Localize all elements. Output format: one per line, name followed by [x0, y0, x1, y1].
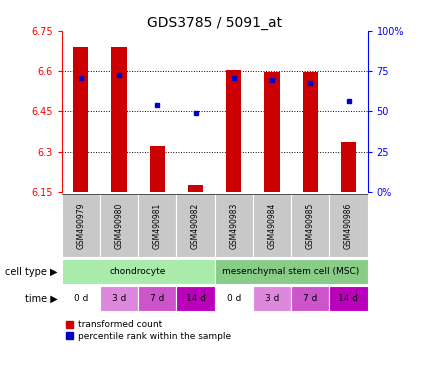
- Bar: [62, 194, 100, 257]
- Text: 7 d: 7 d: [303, 294, 317, 303]
- Text: 14 d: 14 d: [185, 294, 206, 303]
- Bar: [329, 286, 368, 311]
- Bar: [73, 47, 88, 192]
- Bar: [176, 194, 215, 257]
- Text: mesenchymal stem cell (MSC): mesenchymal stem cell (MSC): [223, 267, 360, 276]
- Title: GDS3785 / 5091_at: GDS3785 / 5091_at: [147, 16, 282, 30]
- Bar: [253, 194, 291, 257]
- Text: 3 d: 3 d: [112, 294, 126, 303]
- Text: 0 d: 0 d: [74, 294, 88, 303]
- Text: time ▶: time ▶: [25, 293, 57, 304]
- Bar: [62, 259, 215, 284]
- Bar: [138, 194, 176, 257]
- Bar: [341, 142, 356, 192]
- Text: 7 d: 7 d: [150, 294, 164, 303]
- Text: GSM490986: GSM490986: [344, 202, 353, 249]
- Text: GSM490984: GSM490984: [267, 202, 277, 249]
- Bar: [138, 286, 176, 311]
- Bar: [264, 73, 280, 192]
- Text: 14 d: 14 d: [338, 294, 359, 303]
- Text: 0 d: 0 d: [227, 294, 241, 303]
- Bar: [176, 286, 215, 311]
- Text: GSM490983: GSM490983: [229, 202, 238, 249]
- Text: chondrocyte: chondrocyte: [110, 267, 166, 276]
- Bar: [100, 286, 138, 311]
- Text: GSM490979: GSM490979: [76, 202, 85, 249]
- Bar: [253, 286, 291, 311]
- Bar: [100, 194, 138, 257]
- Bar: [329, 194, 368, 257]
- Bar: [291, 286, 329, 311]
- Text: cell type ▶: cell type ▶: [5, 266, 57, 277]
- Text: GSM490980: GSM490980: [114, 202, 124, 249]
- Bar: [150, 146, 165, 192]
- Bar: [111, 47, 127, 192]
- Bar: [291, 194, 329, 257]
- Bar: [62, 286, 100, 311]
- Bar: [303, 73, 318, 192]
- Legend: transformed count, percentile rank within the sample: transformed count, percentile rank withi…: [66, 320, 231, 341]
- Bar: [226, 70, 241, 192]
- Bar: [188, 185, 203, 192]
- Bar: [215, 259, 368, 284]
- Bar: [215, 194, 253, 257]
- Text: GSM490982: GSM490982: [191, 202, 200, 249]
- Text: GSM490981: GSM490981: [153, 202, 162, 249]
- Text: GSM490985: GSM490985: [306, 202, 315, 249]
- Text: 3 d: 3 d: [265, 294, 279, 303]
- Bar: [215, 286, 253, 311]
